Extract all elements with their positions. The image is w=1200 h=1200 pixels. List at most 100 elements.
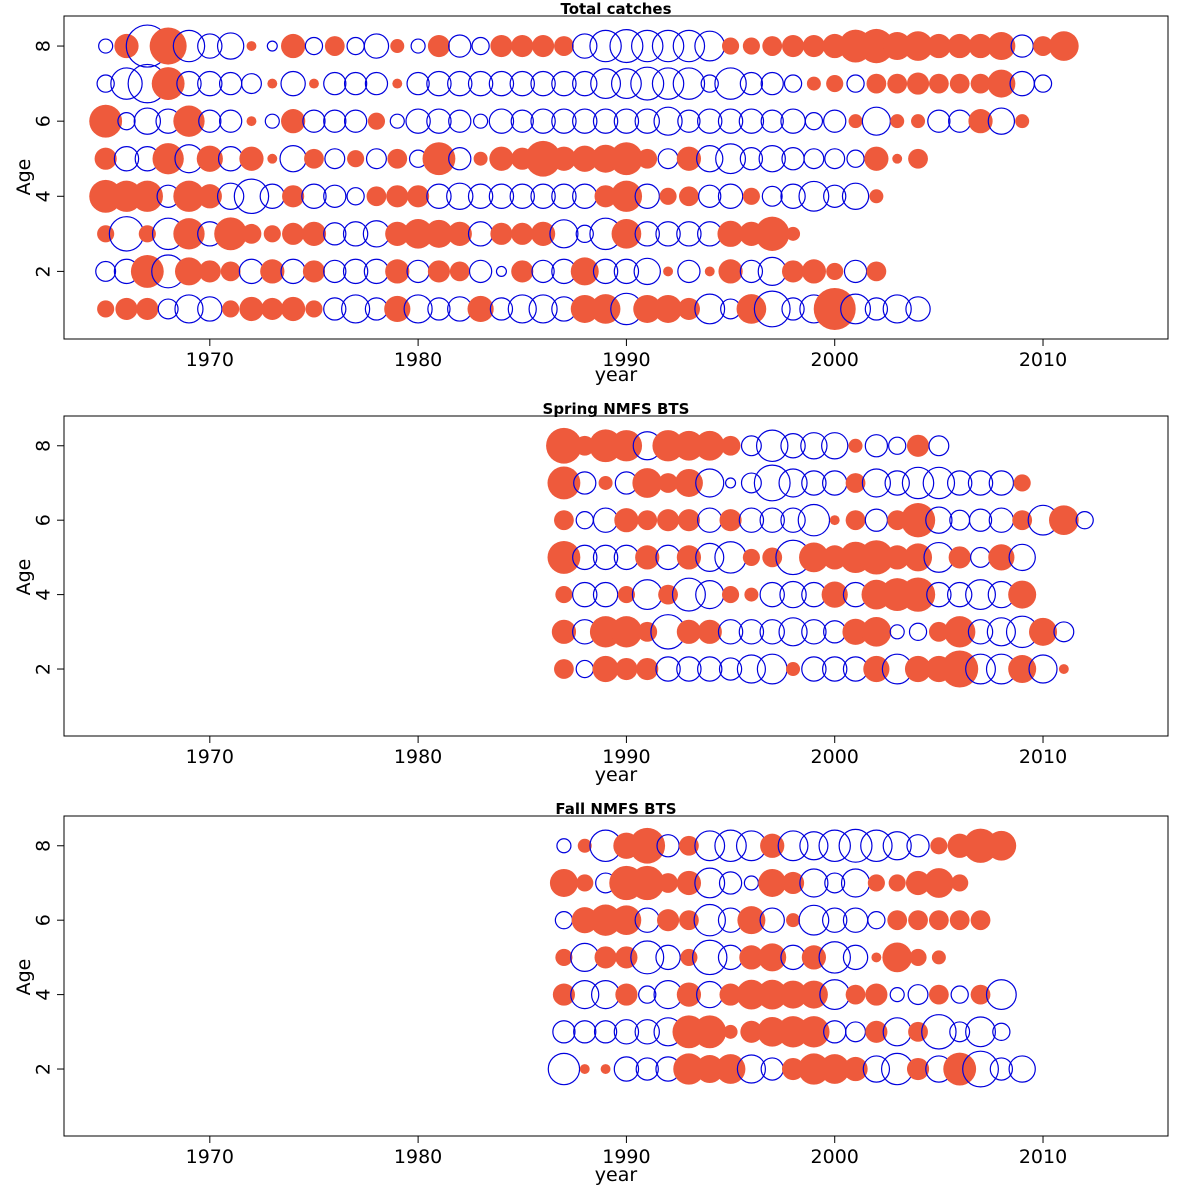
bubble-negative	[176, 70, 202, 97]
bubble-negative	[117, 111, 136, 131]
bubble-negative	[405, 108, 431, 134]
bubble-negative	[946, 581, 973, 608]
x-tick-label: 2010	[1019, 349, 1067, 371]
panel-spring-nmfs-bts: Spring NMFS BTS year Age 1970 1980 1990 200…	[13, 400, 1169, 786]
panel-title: Total catches	[560, 0, 671, 18]
bubble-positive	[281, 33, 306, 59]
bubble-positive	[908, 1021, 928, 1042]
bubble-positive	[883, 32, 912, 61]
bubble-positive	[928, 73, 949, 94]
bubble-positive	[843, 1056, 868, 1082]
bubble-positive	[806, 76, 821, 91]
bubble-negative	[426, 108, 452, 134]
bubble-positive	[281, 296, 306, 322]
bubble-negative	[740, 435, 762, 457]
bubble-negative	[509, 183, 535, 209]
bubble-negative	[780, 507, 806, 533]
bubble-positive	[174, 257, 203, 286]
bubble-positive	[632, 468, 663, 498]
bubble-negative	[799, 868, 829, 898]
bubble-negative	[780, 433, 806, 459]
bubble-positive	[473, 151, 488, 166]
x-axis-label: year	[595, 364, 638, 386]
bubble-positive	[931, 950, 946, 965]
plot-frame	[63, 815, 1169, 1137]
bubble-negative	[592, 108, 619, 134]
bubble-negative	[861, 106, 891, 136]
bubble-negative	[736, 1054, 766, 1084]
bubble-negative	[447, 70, 473, 97]
x-tick-label: 1990	[602, 349, 650, 371]
bubble-negative	[950, 985, 969, 1004]
bubble-positive	[576, 874, 594, 892]
bubble-negative	[818, 941, 851, 974]
bubble-negative	[610, 68, 642, 100]
bubble-negative	[216, 32, 245, 60]
bubble-negative	[638, 985, 657, 1004]
bubble-negative	[901, 466, 935, 500]
bubble-negative	[216, 182, 245, 210]
bubble-positive	[589, 904, 622, 936]
bubble-positive	[151, 67, 185, 101]
bubble-positive	[633, 294, 662, 323]
bubble-positive	[762, 36, 783, 56]
bubble-negative	[613, 1056, 640, 1082]
bubble-positive	[904, 543, 933, 572]
bubble-negative	[845, 1021, 867, 1043]
bubble-negative	[304, 36, 324, 56]
bubble-positive	[390, 39, 405, 54]
bubble-negative	[846, 74, 865, 93]
bubble-negative	[818, 829, 851, 863]
bubble-positive	[674, 430, 704, 461]
bubble-negative	[403, 294, 433, 324]
bubble-negative	[804, 111, 824, 131]
y-axis-label: Age	[13, 159, 35, 196]
bubble-negative	[697, 108, 723, 134]
bubble-positive	[267, 78, 278, 89]
bubble-positive	[152, 143, 184, 175]
bubble-positive	[571, 907, 598, 934]
bubble-positive	[697, 619, 722, 644]
bubble-positive	[301, 221, 327, 246]
bubble-positive	[196, 145, 223, 172]
bubble-positive	[570, 294, 599, 323]
bubble-negative	[801, 619, 827, 645]
bubble-positive	[387, 148, 408, 169]
bubble-positive	[723, 1024, 738, 1039]
bubble-negative	[864, 508, 889, 532]
bubble-positive	[865, 1020, 888, 1043]
bubble-positive	[906, 434, 930, 457]
bubble-negative	[759, 907, 785, 933]
bubble-negative	[799, 831, 829, 861]
bubble-positive	[951, 874, 969, 892]
bubble-negative	[821, 432, 849, 460]
bubble-positive	[859, 540, 894, 575]
bubble-positive	[532, 34, 555, 58]
bubble-positive	[888, 874, 906, 892]
bubble-negative	[406, 71, 430, 96]
bubble-positive	[970, 910, 991, 931]
bubble-negative	[473, 113, 489, 129]
bubble-positive	[679, 910, 699, 931]
bubble-negative	[343, 71, 368, 96]
bubble-negative	[717, 619, 744, 645]
bubble-positive	[829, 515, 840, 526]
bubble-positive	[987, 32, 1016, 61]
bubble-positive	[1048, 505, 1079, 536]
bubble-negative	[695, 542, 725, 572]
bubble-negative	[905, 296, 931, 322]
bubble-negative	[1028, 654, 1058, 684]
bubble-positive	[403, 218, 433, 249]
bubble-negative	[965, 1016, 996, 1048]
bubble-negative	[634, 221, 660, 247]
bubble-negative	[448, 34, 472, 58]
bubble-positive	[637, 621, 658, 642]
bubble-positive	[786, 913, 801, 928]
bubble-positive	[366, 186, 387, 207]
bubble-positive	[97, 300, 115, 318]
bubble-negative	[323, 184, 347, 208]
bubble-negative	[530, 70, 556, 97]
bubble-negative	[714, 67, 747, 100]
bubble-negative	[365, 148, 387, 170]
bubble-negative	[739, 259, 764, 284]
